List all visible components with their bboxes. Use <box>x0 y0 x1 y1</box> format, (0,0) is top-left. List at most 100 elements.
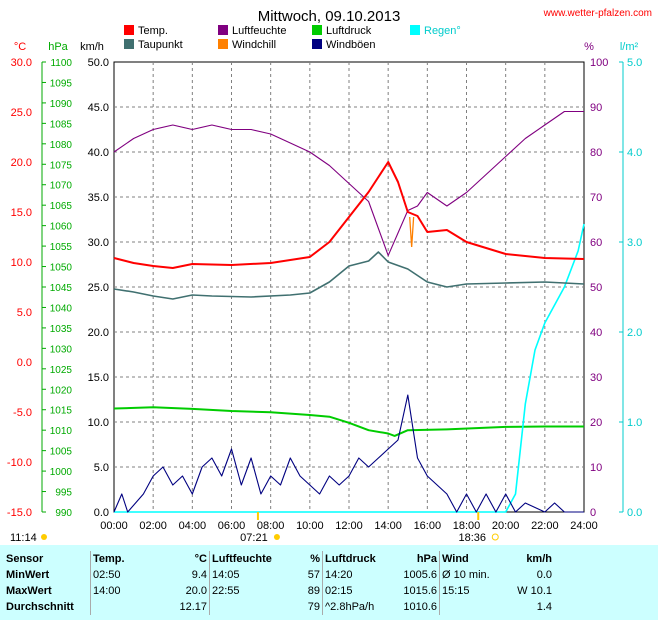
legend-label: Regen° <box>424 25 461 37</box>
wind-tick-label: 50.0 <box>88 57 109 69</box>
x-tick-label: 08:00 <box>257 520 285 532</box>
axis-unit-label: °C <box>14 41 26 53</box>
weather-chart: www.wetter-pfalzen.com Mittwoch, 09.10.2… <box>7 8 652 544</box>
stats-row-avg: Durchschnitt 12.17 79 ^2.8hPa/h 1010.6 1… <box>4 599 554 615</box>
x-tick-label: 22:00 <box>531 520 559 532</box>
chart-title: Mittwoch, 09.10.2013 <box>258 8 401 25</box>
legend-swatch <box>312 39 322 49</box>
sun-icon <box>41 534 47 540</box>
x-tick-label: 02:00 <box>139 520 167 532</box>
stats-header-pressure: Luftdruck <box>322 551 393 567</box>
stats-cell: 57 <box>307 569 320 581</box>
temp-tick-label: 5.0 <box>17 307 32 319</box>
sunset-label: 18:36 <box>458 532 486 544</box>
legend: Temp. Luftfeuchte Luftdruck Regen° Taupunkt W… <box>124 25 461 51</box>
x-tick-label: 24:00 <box>570 520 598 532</box>
rain-tick-label: 5.0 <box>627 57 642 69</box>
pressure-tick-label: 1070 <box>50 181 73 192</box>
temp-tick-label: 20.0 <box>11 157 32 169</box>
x-tick-label: 18:00 <box>453 520 481 532</box>
sunrise-label: 07:21 <box>240 532 268 544</box>
stats-cell: 20.0 <box>185 585 207 597</box>
stats-header-wind-unit: km/h <box>526 553 552 565</box>
wind-tick-label: 45.0 <box>88 102 109 114</box>
stats-cell <box>439 599 506 615</box>
humidity-tick-label: 100 <box>590 57 608 69</box>
legend-label: Temp. <box>138 25 168 37</box>
legend-label: Luftfeuchte <box>232 25 286 37</box>
x-tick-label: 06:00 <box>218 520 246 532</box>
pressure-tick-label: 990 <box>55 508 72 519</box>
stats-row-max: MaxWert 14:00 20.0 22:55 89 02:15 1015.6… <box>4 583 554 599</box>
pressure-tick-label: 1045 <box>50 283 73 294</box>
pressure-tick-label: 1055 <box>50 242 73 253</box>
rain-tick-label: 2.0 <box>627 327 642 339</box>
humidity-tick-label: 40 <box>590 327 602 339</box>
wind-tick-label: 30.0 <box>88 237 109 249</box>
website-link: www.wetter-pfalzen.com <box>543 8 652 19</box>
stats-label: MinWert <box>6 569 50 581</box>
pressure-tick-label: 1100 <box>50 58 72 69</box>
x-tick-label: 20:00 <box>492 520 520 532</box>
temp-tick-label: -10.0 <box>7 457 32 469</box>
stats-cell: 0.0 <box>536 569 552 581</box>
pressure-tick-label: 1090 <box>50 99 73 110</box>
legend-label: Windböen <box>326 39 376 51</box>
pressure-tick-label: 1025 <box>50 365 73 376</box>
stats-header-sensor: Sensor <box>6 553 44 565</box>
pressure-tick-label: 1040 <box>50 303 73 314</box>
y-axes: 30.0 25.0 20.0 15.0 10.0 5.0 0.0 -5.0 -10.0 -15.0… <box>7 57 642 519</box>
axis-unit-label: l/m² <box>620 41 639 53</box>
legend-swatch <box>124 25 134 35</box>
series-line-temp <box>113 161 585 269</box>
rain-tick-label: 1.0 <box>627 417 642 429</box>
series-lines <box>113 110 585 513</box>
axis-unit-label: % <box>584 41 594 53</box>
legend-label: Windchill <box>232 39 276 51</box>
humidity-tick-label: 90 <box>590 102 602 114</box>
pressure-tick-label: 1050 <box>50 263 73 274</box>
legend-swatch <box>312 25 322 35</box>
humidity-tick-label: 30 <box>590 372 602 384</box>
stats-cell: 79 <box>307 601 320 613</box>
sunset-icon <box>491 533 499 541</box>
stats-cell <box>209 599 284 615</box>
stats-header-temp-unit: °C <box>194 553 207 565</box>
pressure-tick-label: 1010 <box>50 426 73 437</box>
legend-swatch <box>124 39 134 49</box>
series-line-windben <box>113 394 584 513</box>
axis-unit-label: km/h <box>80 41 104 53</box>
series-line-luftfeuchte <box>113 110 584 257</box>
rain-tick-label: 3.0 <box>627 237 642 249</box>
pressure-tick-label: 1075 <box>50 160 73 171</box>
legend-label: Taupunkt <box>138 39 183 51</box>
stats-cell: Ø 10 min. <box>439 567 506 583</box>
pressure-tick-label: 1000 <box>50 467 73 478</box>
series-line-regen <box>114 223 585 513</box>
stats-label: Durchschnitt <box>6 601 74 613</box>
stats-cell: 14:20 <box>322 567 393 583</box>
series-line-luftdruck <box>113 406 584 437</box>
pressure-tick-label: 1020 <box>50 385 73 396</box>
pressure-tick-label: 1060 <box>50 222 73 233</box>
wind-tick-label: 35.0 <box>88 192 109 204</box>
temp-tick-label: 15.0 <box>11 207 32 219</box>
humidity-tick-label: 10 <box>590 462 602 474</box>
humidity-tick-label: 80 <box>590 147 602 159</box>
stats-cell: 89 <box>307 585 320 597</box>
humidity-tick-label: 0 <box>590 507 596 519</box>
x-tick-label: 00:00 <box>100 520 128 532</box>
stats-cell: 15:15 <box>439 583 506 599</box>
stats-cell: 1.4 <box>536 601 552 613</box>
x-tick-label: 12:00 <box>335 520 363 532</box>
temp-tick-label: 0.0 <box>17 357 32 369</box>
wind-tick-label: 25.0 <box>88 282 109 294</box>
stats-label: MaxWert <box>6 585 52 597</box>
legend-swatch <box>218 25 228 35</box>
series-line-taupunkt <box>113 251 585 300</box>
pressure-tick-label: 1005 <box>50 447 73 458</box>
axis-unit-label: hPa <box>48 41 68 53</box>
sunrise-icon <box>273 534 280 540</box>
temp-tick-label: 25.0 <box>11 107 32 119</box>
stats-header-humidity-unit: % <box>310 553 320 565</box>
